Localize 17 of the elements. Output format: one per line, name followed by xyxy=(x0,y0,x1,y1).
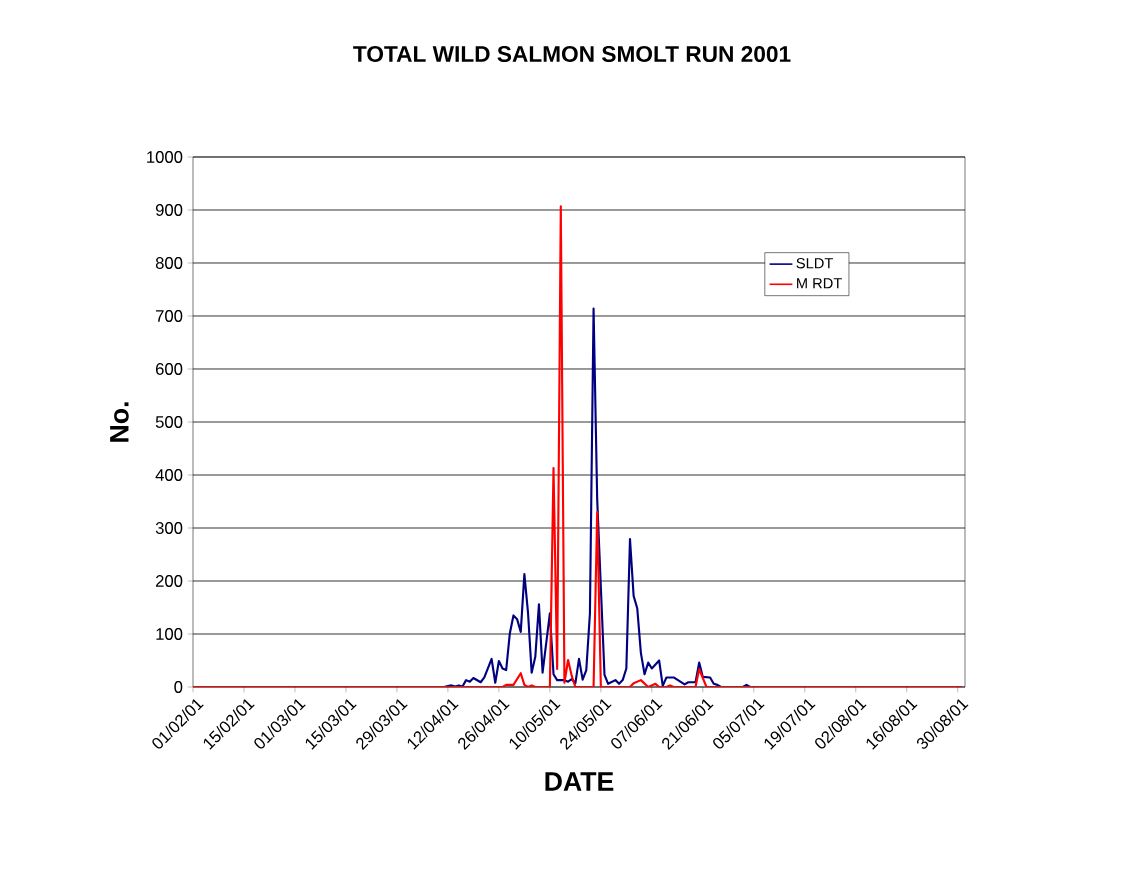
chart-title: TOTAL WILD SALMON SMOLT RUN 2001 xyxy=(353,45,791,63)
y-tick-label: 500 xyxy=(155,416,183,428)
legend-label: M RDT xyxy=(797,278,842,289)
y-tick-label: 200 xyxy=(155,575,183,587)
y-tick-label: 800 xyxy=(155,257,183,269)
y-axis-title: No. xyxy=(110,402,129,442)
y-tick-label: 900 xyxy=(155,204,183,216)
y-tick-label: 0 xyxy=(174,681,183,693)
y-tick-label: 600 xyxy=(155,363,183,375)
y-tick-label: 700 xyxy=(156,310,183,322)
line-series xyxy=(193,205,963,687)
legend-label: SLDT xyxy=(796,258,833,269)
y-tick-label: 100 xyxy=(156,628,183,640)
y-tick-label: 400 xyxy=(155,469,183,481)
y-tick-label: 1000 xyxy=(147,151,183,163)
x-axis-title: DATE xyxy=(545,772,614,791)
y-tick-label: 300 xyxy=(155,522,183,534)
